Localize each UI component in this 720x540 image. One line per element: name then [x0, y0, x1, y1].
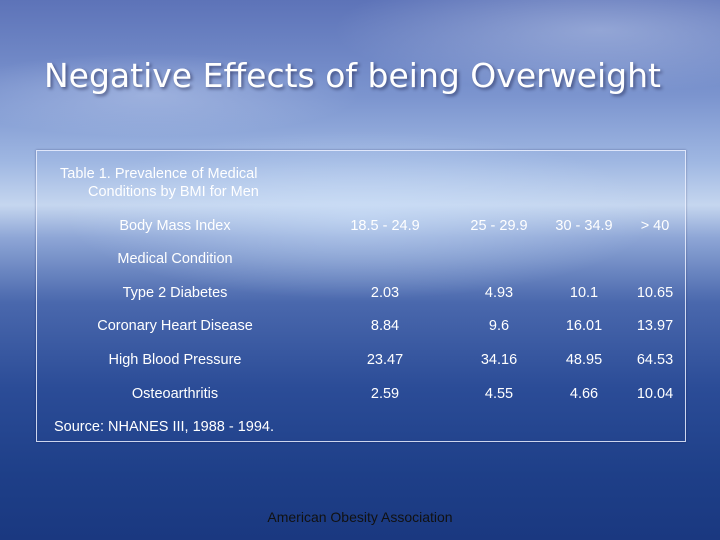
table-cell: 9.6	[488, 318, 510, 334]
table-caption-line2: Conditions by BMI for Men	[88, 184, 259, 200]
table-source: Source: NHANES III, 1988 - 1994.	[54, 419, 275, 435]
table-cell: 16.01	[565, 318, 603, 334]
condition-header-label: Medical Condition	[117, 251, 233, 267]
table-cell: 10.1	[569, 285, 599, 301]
table-cell: 8.84	[370, 318, 400, 334]
table-cell: 2.03	[370, 285, 400, 301]
column-header: > 40	[640, 218, 670, 234]
table-cell: 2.59	[370, 386, 400, 402]
table-cell: 10.65	[636, 285, 674, 301]
bmi-header-label: Body Mass Index	[119, 218, 231, 234]
table-cell: 4.93	[484, 285, 514, 301]
table-cell: 48.95	[565, 352, 603, 368]
slide-title: Negative Effects of being Overweight	[44, 56, 661, 95]
table-row-condition: Coronary Heart Disease	[97, 318, 253, 334]
column-header: 18.5 - 24.9	[350, 218, 420, 234]
column-header: 25 - 29.9	[470, 218, 528, 234]
table-row-condition: Type 2 Diabetes	[122, 285, 228, 301]
table-cell: 64.53	[636, 352, 674, 368]
table-caption-line1: Table 1. Prevalence of Medical	[60, 166, 258, 182]
table-cell: 10.04	[636, 386, 674, 402]
column-header: 30 - 34.9	[555, 218, 613, 234]
table-cell: 4.55	[484, 386, 514, 402]
data-table	[36, 150, 686, 442]
table-cell: 34.16	[480, 352, 518, 368]
table-cell: 23.47	[366, 352, 404, 368]
table-row-condition: High Blood Pressure	[108, 352, 242, 368]
table-cell: 13.97	[636, 318, 674, 334]
footer-credit: American Obesity Association	[267, 509, 453, 525]
table-cell: 4.66	[569, 386, 599, 402]
table-row-condition: Osteoarthritis	[131, 386, 219, 402]
